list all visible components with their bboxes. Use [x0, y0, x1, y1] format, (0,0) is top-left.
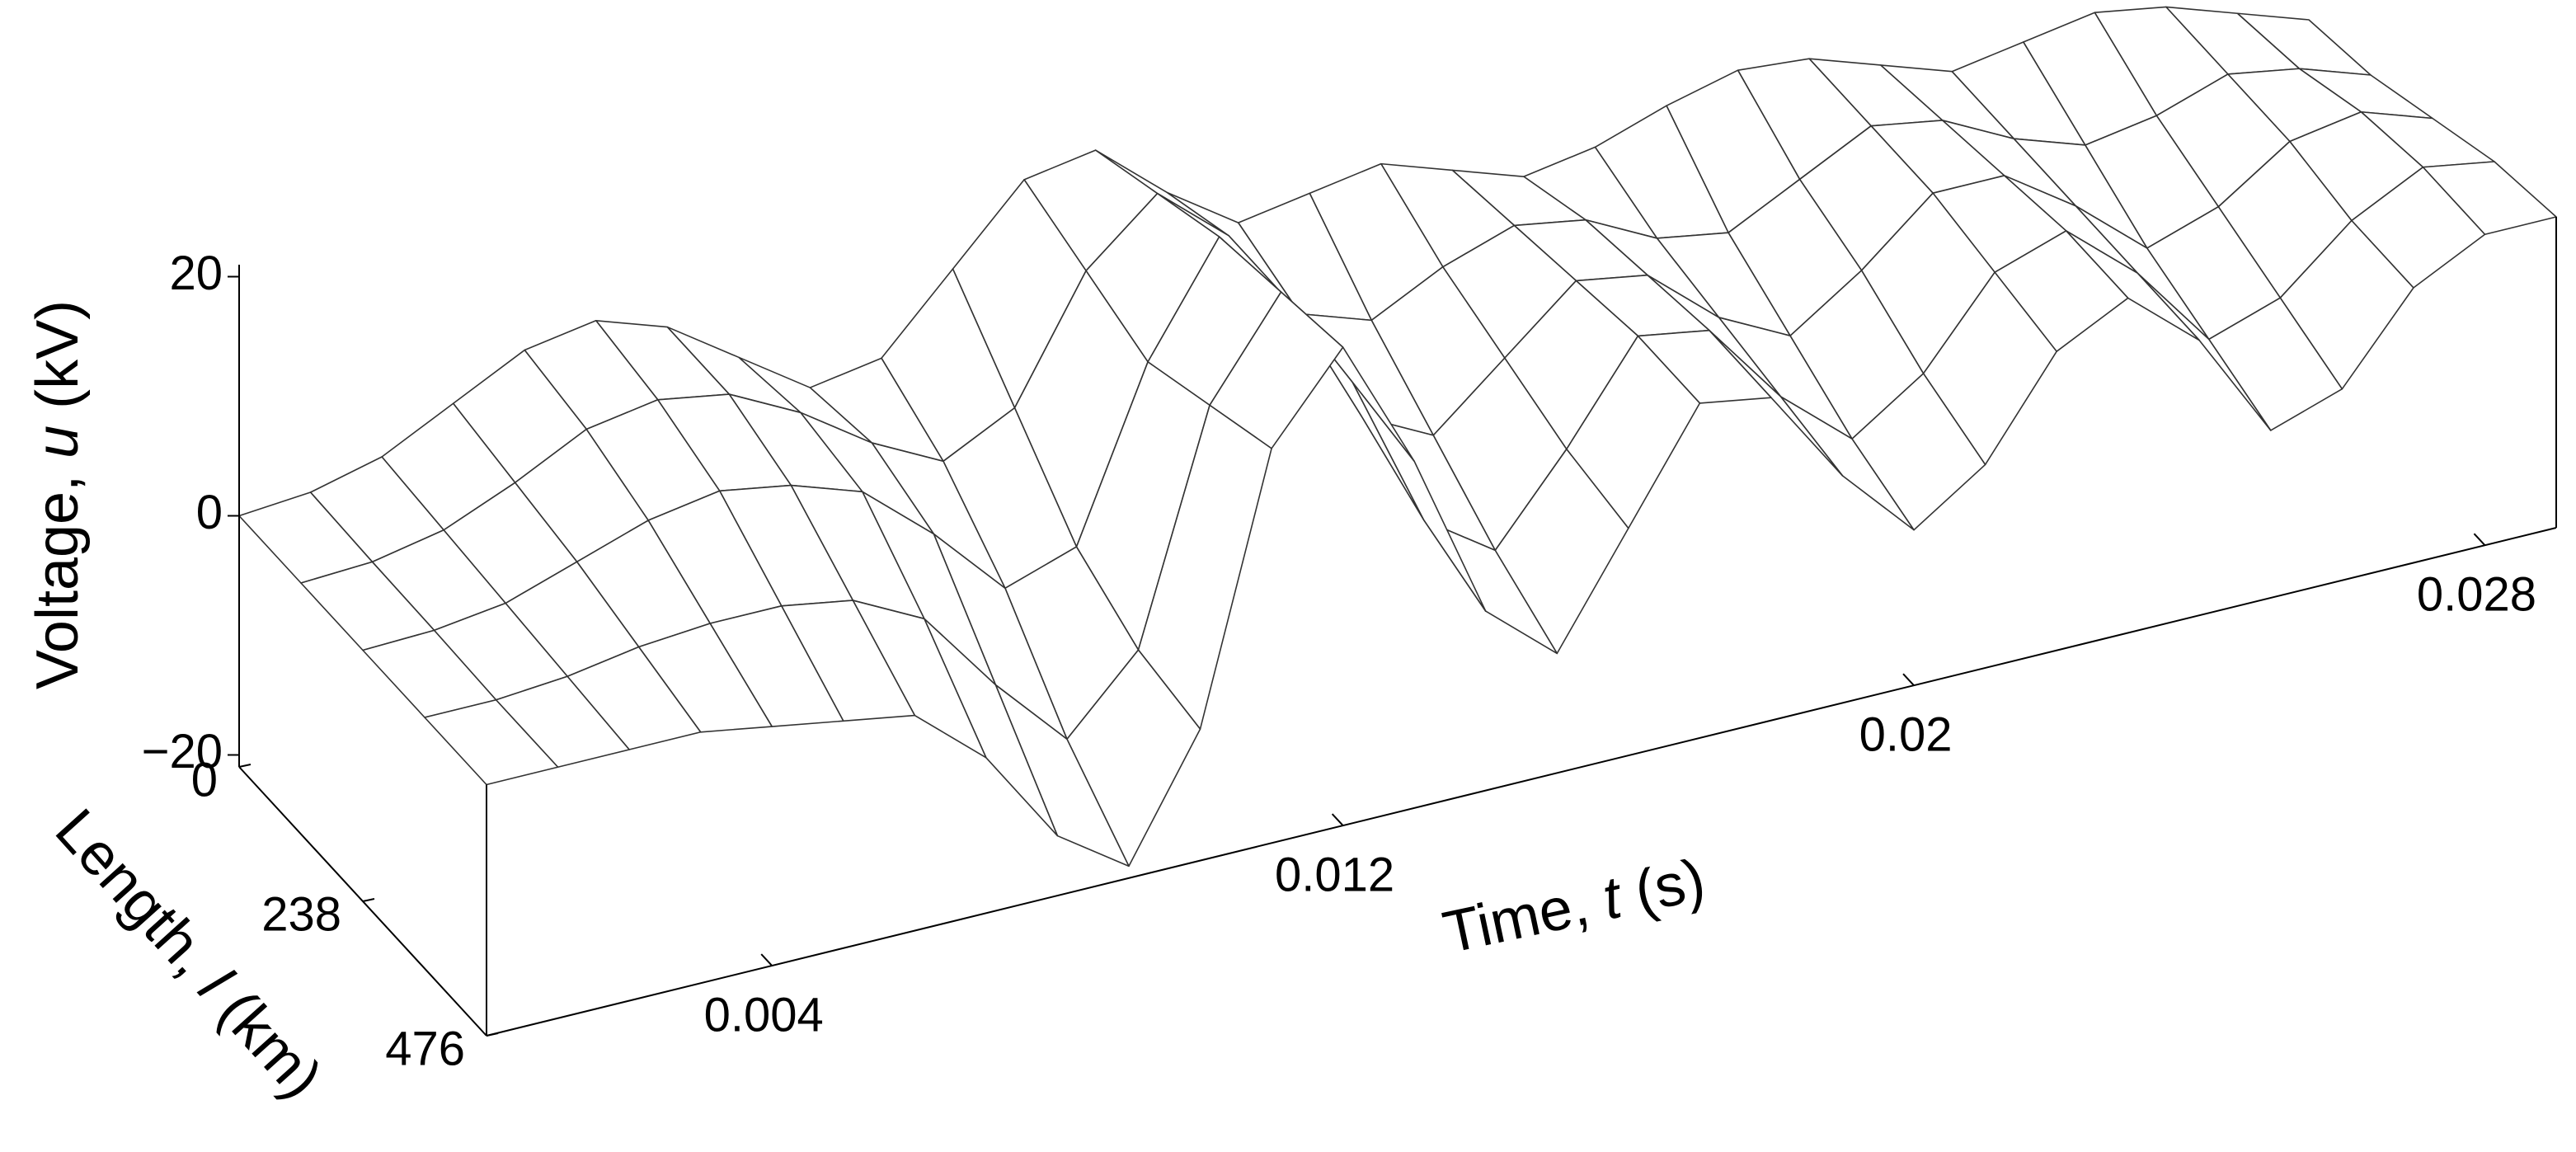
y-tick-label: 238 [261, 887, 341, 941]
z-tick-label: −20 [142, 725, 223, 778]
y-axis-label-part: Length, [43, 797, 236, 1000]
y-tick [362, 898, 375, 902]
x-axis-label-part: Time, [1437, 868, 1610, 966]
z-tick-label: 20 [169, 247, 223, 300]
x-tick [1331, 813, 1344, 826]
x-axis-label-part: (s) [1613, 847, 1710, 929]
x-tick-label: 0.004 [704, 988, 824, 1042]
x-tick [760, 953, 773, 966]
z-axis-label-part: u [25, 426, 91, 458]
z-axis-label: Voltage, u (kV) [25, 300, 91, 689]
z-tick-label: 0 [196, 486, 223, 539]
x-tick-label: 0.012 [1275, 848, 1394, 901]
x-axis-line [486, 527, 2557, 1037]
z-axis-label-part: Voltage, [25, 458, 91, 689]
z-axis-label-part: (kV) [25, 300, 91, 426]
x-tick-label: 0.028 [2417, 568, 2536, 622]
x-tick [1902, 673, 1915, 686]
surface-cell [424, 698, 559, 786]
y-tick [486, 1032, 499, 1037]
x-axis-label: Time, t (s) [1437, 847, 1710, 966]
x-tick [2473, 533, 2486, 546]
y-tick [238, 764, 251, 768]
y-tick-label: 0 [191, 753, 218, 806]
surface [238, 6, 2557, 868]
y-tick-label: 476 [385, 1022, 465, 1075]
x-tick-label: 0.02 [1859, 708, 1953, 762]
y-axis-label: Length, l (km) [43, 797, 335, 1111]
